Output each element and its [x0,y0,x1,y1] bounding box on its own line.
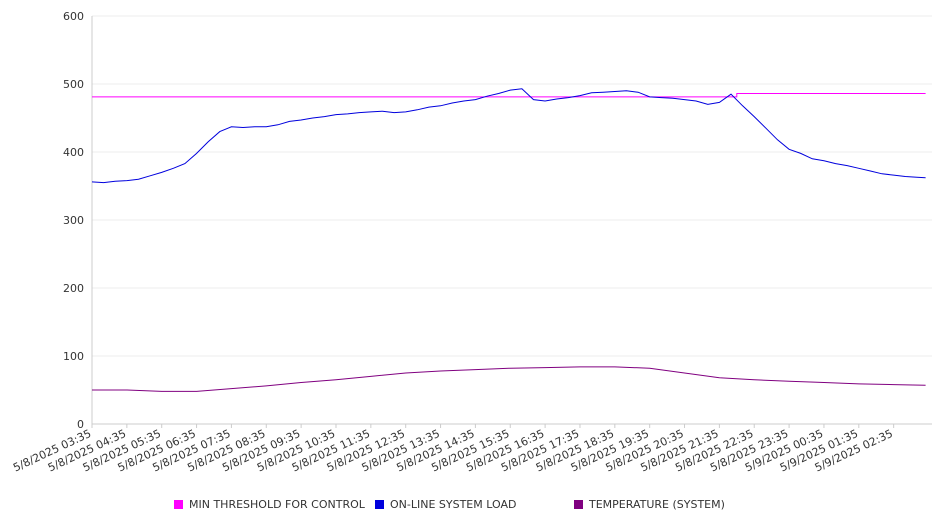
y-tick-label: 300 [63,214,84,227]
y-axis-ticks: 0 100 200 300 400 500 600 [63,10,84,431]
legend-swatch-threshold [174,500,183,509]
legend-swatch-temperature [574,500,583,509]
legend-swatch-system-load [375,500,384,509]
legend-item-system-load[interactable]: ON-LINE SYSTEM LOAD [375,498,516,511]
series-lines [91,88,926,392]
legend-item-temperature[interactable]: TEMPERATURE (SYSTEM) [574,498,725,511]
legend-label-threshold: MIN THRESHOLD FOR CONTROL [189,498,365,511]
y-tick-label: 0 [77,418,84,431]
y-tick-label: 200 [63,282,84,295]
x-axis-ticks: 5/8/2025 03:355/8/2025 04:355/8/2025 05:… [11,424,895,474]
y-tick-label: 400 [63,146,84,159]
legend-label-temperature: TEMPERATURE (SYSTEM) [589,498,725,511]
legend-item-threshold[interactable]: MIN THRESHOLD FOR CONTROL [174,498,365,511]
legend-label-system-load: ON-LINE SYSTEM LOAD [390,498,517,511]
series-line-2 [92,366,926,392]
series-line-0 [92,93,926,98]
series-line-1 [91,88,926,184]
y-tick-label: 600 [63,10,84,23]
y-tick-label: 500 [63,78,84,91]
grid-lines [92,15,932,357]
y-tick-label: 100 [63,350,84,363]
